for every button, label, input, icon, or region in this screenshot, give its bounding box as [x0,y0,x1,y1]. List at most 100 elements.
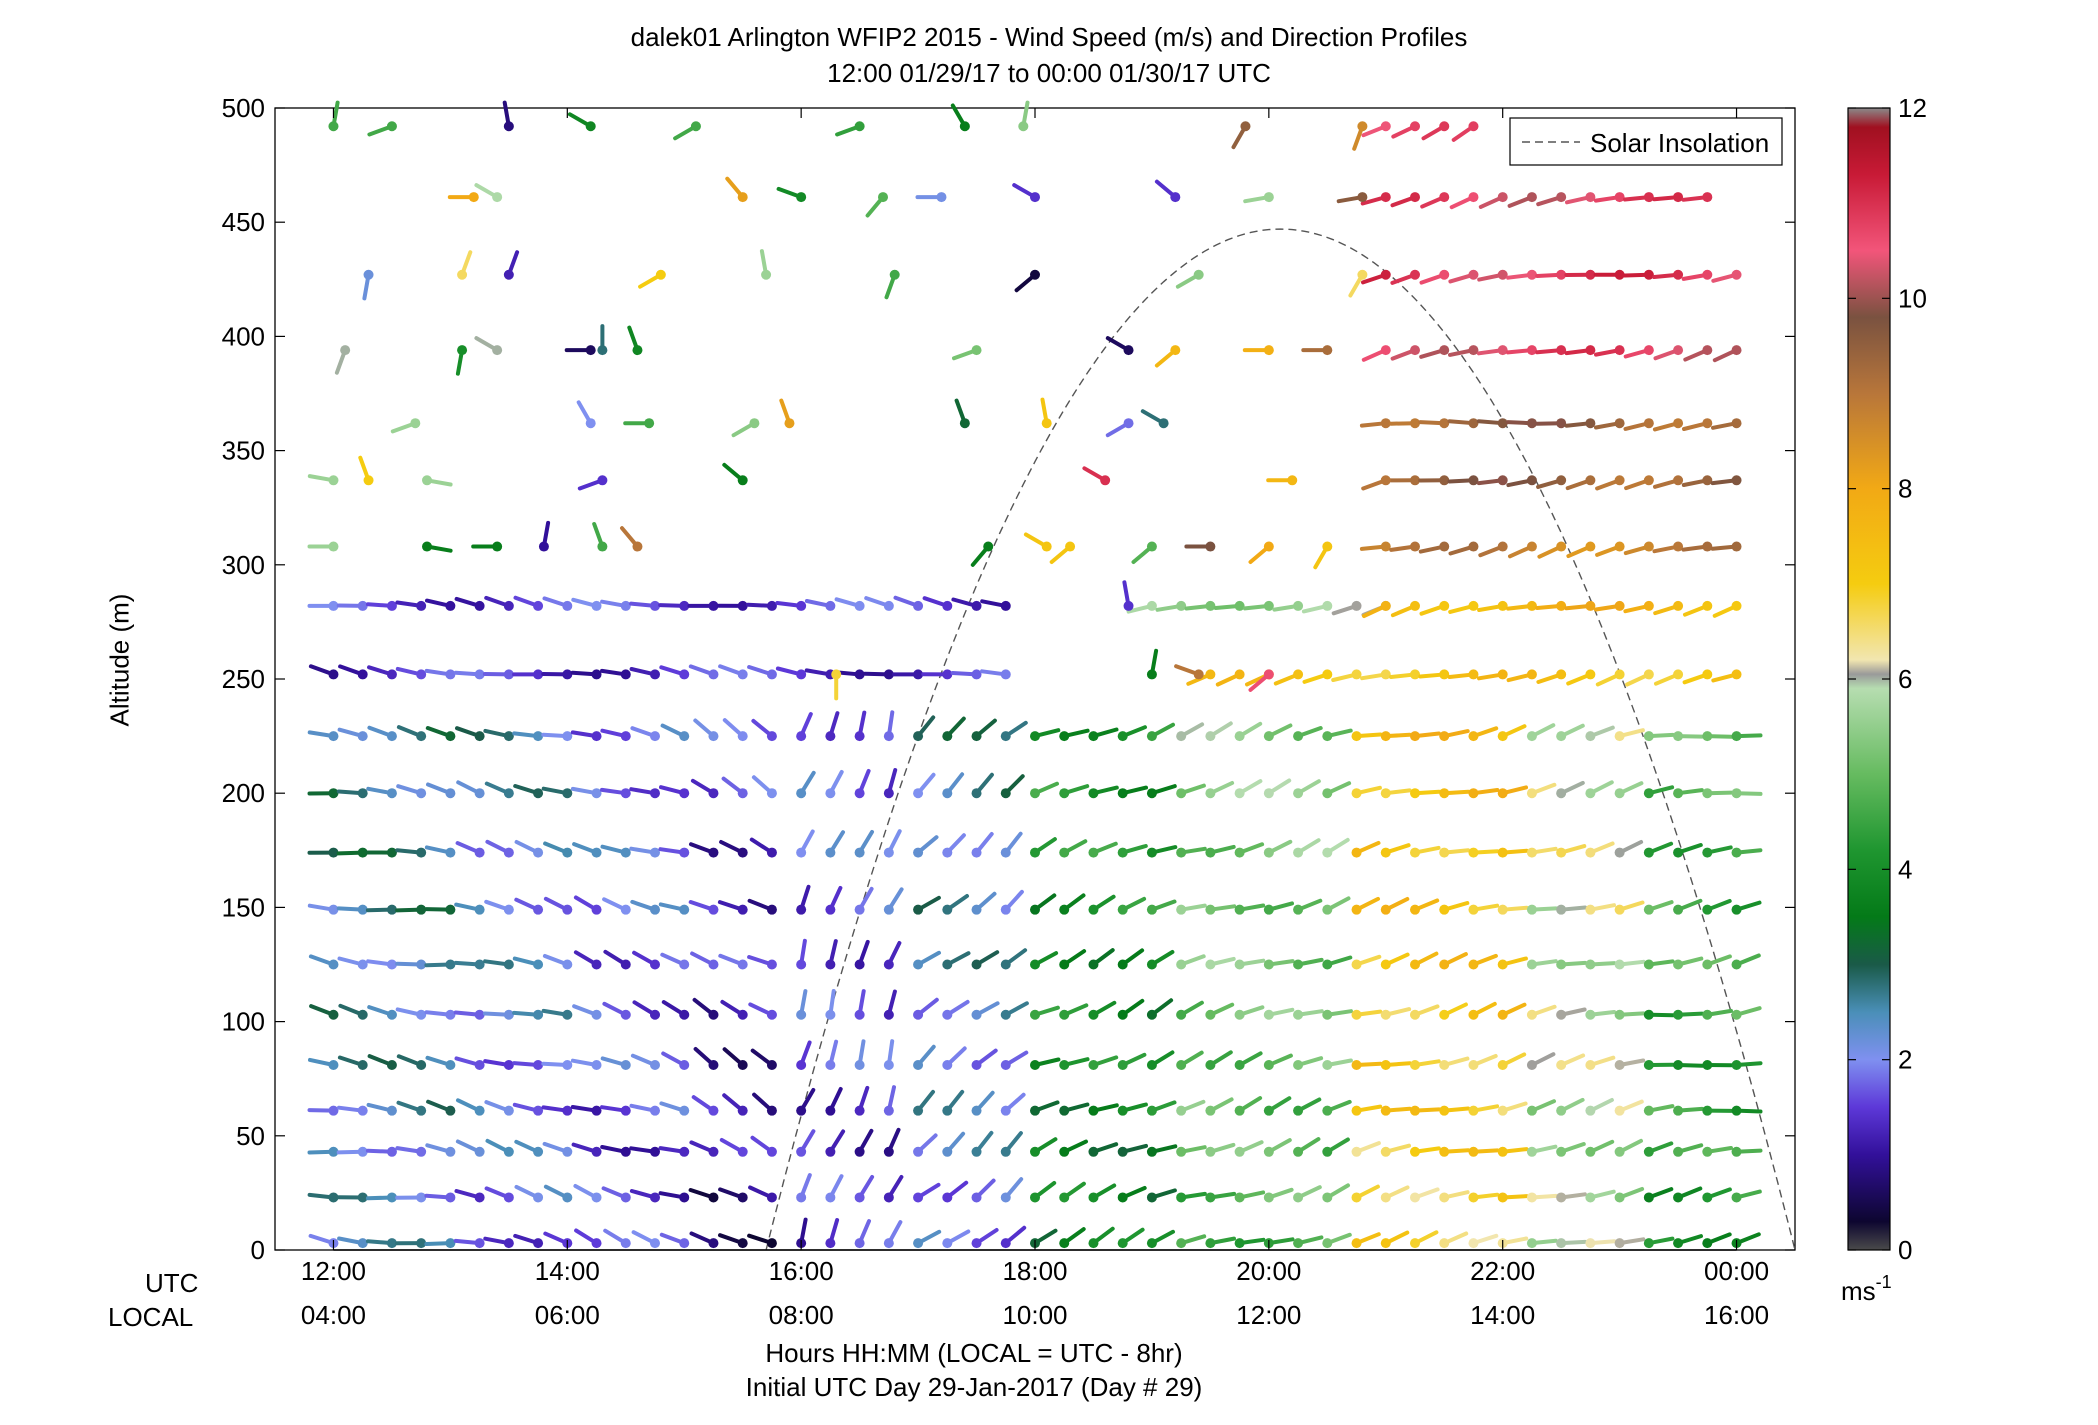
wind-barb-dot [1673,904,1684,915]
wind-barb-dot [1293,959,1304,970]
wind-barb-dot [854,959,865,970]
wind-barb-dot [328,731,339,742]
wind-barb-dot [737,904,748,915]
y-tick-label: 150 [222,892,265,922]
wind-barb-dot [1322,904,1333,915]
wind-barb-dot [503,959,514,970]
wind-barb-dot [1263,600,1274,611]
wind-barb-dot [708,1192,719,1203]
wind-barb-dot [1673,345,1684,356]
wind-barb-dot [854,1059,865,1070]
wind-barb-dot [1117,1009,1128,1020]
wind-barb-dot [1468,418,1479,429]
wind-barb-dot [1585,959,1596,970]
wind-barb-dot [474,731,485,742]
x-tick-label-utc: 20:00 [1236,1256,1301,1286]
wind-barb-dot [913,669,924,680]
wind-barb-dot [620,1146,631,1157]
wind-barb-dot [1526,847,1537,858]
wind-barb-dot [971,731,982,742]
wind-barb-dot [1000,1009,1011,1020]
wind-barb-dot [1556,1009,1567,1020]
wind-barb-dot [1614,1238,1625,1249]
wind-barb-dot [1205,541,1216,552]
wind-barb-dot [1731,541,1742,552]
wind-barb-dot [1439,121,1450,132]
wind-barb-dot [766,1009,777,1020]
wind-barb-dot [1322,847,1333,858]
wind-barb-dot [1614,904,1625,915]
wind-barb-dot [1585,541,1596,552]
wind-barb-dot [416,1192,427,1203]
wind-barb-dot [445,904,456,915]
wind-barb-dot [562,669,573,680]
wind-barb-dot [1497,269,1508,280]
wind-barb-dot [831,669,842,680]
wind-barb-dot [1380,541,1391,552]
wind-barb-dot [474,847,485,858]
wind-barb-dot [1146,904,1157,915]
wind-barb-dot [1293,1238,1304,1249]
wind-barb-dot [1556,904,1567,915]
wind-barb-dot [942,847,953,858]
wind-barb-dot [1643,345,1654,356]
wind-barb-dot [591,1192,602,1203]
wind-barb-dot [883,1238,894,1249]
wind-barb-dot [796,600,807,611]
wind-barb-dot [328,788,339,799]
wind-barb-dot [1702,418,1713,429]
wind-barb-dot [620,1059,631,1070]
wind-barb-dot [1702,959,1713,970]
wind-barb-dot [913,1192,924,1203]
wind-barb-dot [1585,192,1596,203]
wind-barb-dot [913,959,924,970]
wind-barb-dot [1614,541,1625,552]
wind-barb-dot [1439,731,1450,742]
wind-barb-dot [340,345,351,356]
wind-barb-dot [1146,847,1157,858]
wind-barb-dot [1526,904,1537,915]
wind-barb-dot [737,1009,748,1020]
wind-barb-dot [1556,269,1567,280]
wind-barb-dot [942,1192,953,1203]
wind-barb-dot [1614,1192,1625,1203]
y-axis: 0 50 100 150 200 250 300 350 400 450 500 [222,93,1795,1265]
wind-barb-dot [1030,847,1040,858]
wind-barb-dot [1731,1105,1742,1116]
wind-barb-dot [620,959,631,970]
wind-barb-dot [474,959,485,970]
wind-barb-dot [1673,788,1684,799]
wind-barb-dot [1088,1059,1099,1070]
wind-barb-dot [533,788,544,799]
wind-barb-dot [1059,1009,1070,1020]
wind-barb-dot [1000,731,1011,742]
wind-barb-dot [1585,600,1596,611]
wind-barb-dot [1673,541,1684,552]
wind-barb-dot [474,1059,485,1070]
wind-barb-dot [1322,1192,1333,1203]
wind-barb-dot [1643,418,1654,429]
wind-barb-dot [445,1059,456,1070]
solar-insolation-curve [765,228,1796,1251]
wind-barb-dot [386,788,397,799]
wind-barb-dot [1146,600,1157,611]
wind-barb-dot [1614,1105,1625,1116]
wind-barb-dot [1351,1009,1362,1020]
y-tick-label: 350 [222,436,265,466]
wind-barb-dot [1059,904,1070,915]
wind-barb-dot [1205,904,1216,915]
wind-barb-dot [1643,475,1654,486]
wind-barb-dot [1526,600,1537,611]
wind-barb-dot [1234,600,1245,611]
wind-barb-dot [1410,904,1420,915]
wind-barb-dot [533,1009,544,1020]
wind-barb-dot [1410,121,1420,132]
wind-barb-dot [1614,959,1625,970]
wind-barb-dot [1059,959,1070,970]
wind-barb-dot [1497,847,1508,858]
wind-barb-dot [913,788,924,799]
wind-barb-dot [1234,1192,1245,1203]
wind-barb-dot [854,121,865,132]
wind-barb-dot [737,1105,748,1116]
